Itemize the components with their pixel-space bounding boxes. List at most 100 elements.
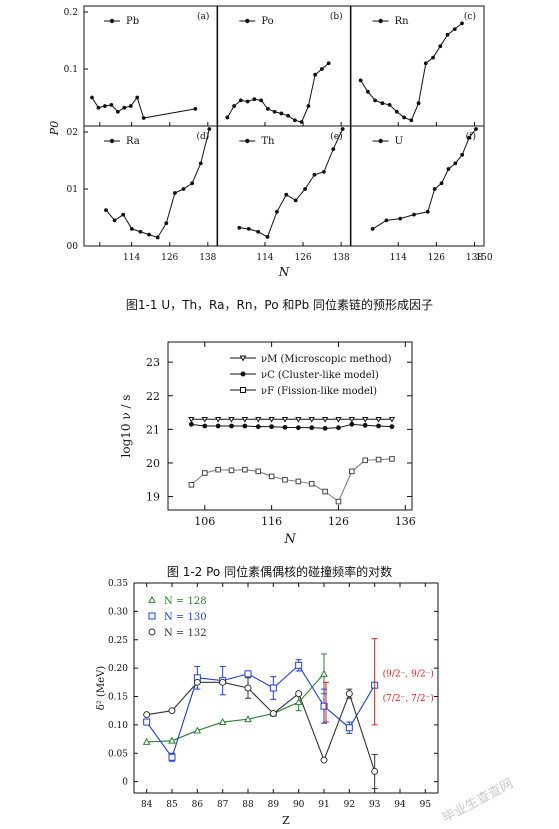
fig2-xtick-label: 106	[194, 515, 215, 528]
figure-1-preformation-factors: 0.1 0.2 00 01 02 P0 N 114 126 138 114 126 138 114 126 1…	[48, 5, 493, 279]
fig3-xtick-label: 92	[344, 800, 355, 810]
panel-tag: (e)	[330, 131, 342, 142]
data-point	[362, 457, 369, 464]
fig3-xtick-label: 86	[192, 800, 204, 810]
data-point	[320, 67, 324, 71]
data-point	[345, 690, 353, 698]
data-point	[228, 416, 235, 423]
fig1-ytick-label: 02	[67, 128, 78, 138]
legend-label: N = 130	[164, 612, 207, 623]
data-point	[265, 107, 270, 111]
data-point	[109, 103, 114, 107]
data-point	[168, 707, 176, 715]
legend-marker	[148, 628, 156, 636]
fig1-panel-rn: (c) Rn	[358, 11, 476, 123]
data-point	[308, 416, 315, 423]
fig1-ylabel: P0	[48, 121, 61, 136]
fig2-series-1: νC (Cluster-like model)	[188, 370, 395, 431]
data-point	[244, 670, 252, 678]
panel-tag: (c)	[464, 11, 476, 22]
fig1-panel-ra: (d) Ra	[104, 127, 212, 240]
data-point	[320, 756, 328, 764]
legend-label: νF (Fission-like model)	[261, 386, 377, 397]
series-line	[226, 62, 329, 123]
data-point	[188, 421, 194, 427]
data-point	[201, 470, 208, 476]
data-point	[384, 218, 389, 223]
legend-label: νC (Cluster-like model)	[261, 370, 379, 381]
data-point	[259, 98, 264, 103]
fig1-xtick-label: 138	[199, 253, 216, 263]
data-point	[112, 218, 117, 223]
fig3-series-1: N = 130	[143, 612, 379, 762]
fig2-xtick-label: 116	[261, 515, 282, 528]
legend-marker	[240, 371, 246, 377]
fig2-ytick-label: 22	[146, 390, 160, 403]
data-point	[190, 181, 195, 186]
data-point	[241, 416, 249, 423]
panel-tag: (b)	[330, 11, 343, 22]
data-point	[141, 116, 146, 120]
data-point	[103, 104, 107, 108]
fig3-ytick-label: 0.05	[108, 749, 128, 759]
fig1-xtick-label: 138	[466, 253, 483, 263]
fig1-ytick-label: 00	[67, 242, 79, 252]
fig2-ytick-label: 23	[146, 356, 160, 369]
data-point	[362, 416, 369, 423]
legend-label: Pb	[126, 16, 139, 27]
fig3-xtick-label: 94	[394, 800, 406, 810]
fig1-xtick-label: 126	[428, 253, 445, 263]
data-point	[201, 416, 208, 423]
fig1-panel-pb: (a) Pb	[90, 11, 209, 120]
data-point	[286, 113, 291, 118]
fig3-ytick-label: 0.10	[108, 721, 128, 731]
fig1-xtick-label: 126	[161, 253, 178, 263]
data-point	[268, 416, 275, 423]
data-point	[115, 109, 120, 114]
data-point	[362, 422, 368, 428]
data-point	[321, 416, 329, 423]
data-point	[279, 111, 284, 116]
fig3-xtick-label: 87	[217, 800, 229, 810]
data-point	[215, 466, 221, 473]
data-point	[331, 147, 336, 152]
data-point	[238, 98, 243, 103]
fig1-panel-th: (e) Th	[237, 127, 345, 239]
data-point	[439, 181, 444, 186]
fig1-panel-u: (f) U	[370, 127, 478, 231]
data-point	[218, 718, 227, 725]
data-point	[371, 767, 379, 775]
fig2-ytick-label: 21	[146, 423, 160, 436]
data-point	[322, 425, 328, 431]
legend-marker	[240, 387, 246, 393]
data-point	[474, 127, 478, 131]
data-point	[90, 95, 94, 100]
fig2-ytick-label: 19	[146, 491, 160, 504]
fig3-xtick-label: 85	[166, 800, 178, 810]
data-point	[242, 423, 248, 429]
data-point	[445, 32, 450, 37]
data-point	[232, 104, 236, 108]
legend-marker	[245, 18, 250, 24]
data-point	[467, 135, 472, 140]
data-point	[122, 105, 127, 110]
data-point	[164, 221, 169, 226]
annotation-7-2: (7/2⁻, 7/2⁻)	[383, 693, 434, 704]
data-point	[104, 208, 108, 212]
fig1-xtick-label: 114	[256, 253, 273, 263]
data-point	[320, 702, 328, 710]
fig2-series-0: νM (Microscopic method)	[188, 354, 396, 423]
series-line	[146, 673, 325, 743]
data-point	[255, 424, 261, 430]
data-point	[129, 227, 134, 231]
fig2-xlabel: N	[283, 532, 296, 545]
legend-marker	[109, 138, 115, 144]
fig1-panel-po: (b) Po	[225, 11, 343, 124]
data-point	[348, 416, 355, 423]
data-point	[242, 466, 248, 473]
panel-tag: (d)	[197, 131, 210, 142]
data-point	[340, 127, 345, 131]
data-point	[244, 684, 252, 692]
legend-label: Po	[261, 16, 273, 27]
